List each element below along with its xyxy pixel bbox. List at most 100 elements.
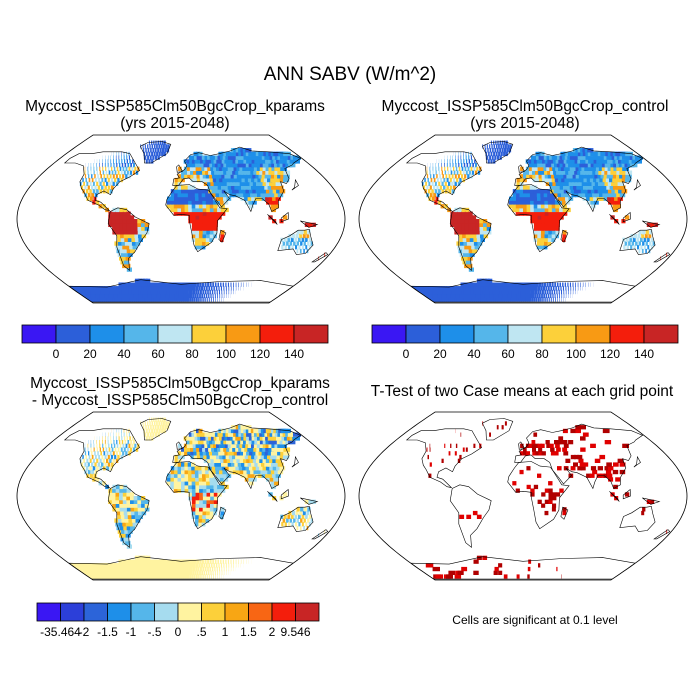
map-cell [125, 443, 128, 448]
map-cell [457, 458, 461, 463]
map-cell [564, 282, 566, 287]
map-cell [645, 248, 647, 254]
map-cell [88, 177, 91, 183]
map-cell [210, 226, 215, 231]
map-cell [226, 181, 232, 186]
map-cell [455, 443, 458, 448]
map-cell [257, 454, 264, 460]
map-cell [444, 204, 448, 209]
map-cell [181, 185, 185, 190]
map-cell [154, 566, 159, 572]
map-cell [188, 204, 193, 209]
map-cell [196, 155, 201, 160]
panel-kparams-title-line2: (yrs 2015-2048) [120, 115, 230, 132]
map-cell [504, 293, 509, 298]
map-cell [192, 166, 197, 171]
map-cell [551, 177, 557, 183]
map-cell [274, 469, 280, 475]
map-cell [102, 481, 106, 486]
map-cell [194, 282, 197, 287]
map-cell [454, 226, 459, 231]
map-cell [466, 159, 468, 164]
map-cell [145, 555, 151, 560]
map-cell [205, 241, 210, 246]
map-cell [470, 155, 472, 160]
map-cell [127, 510, 132, 516]
colorbar-tick-label: 20 [83, 347, 97, 361]
map-cell [267, 177, 273, 183]
map-cell [213, 492, 219, 497]
map-cell [641, 510, 645, 516]
map-cell [220, 181, 225, 186]
map-cell [288, 522, 291, 527]
map-cell [272, 458, 279, 463]
map-cell [218, 466, 224, 471]
map-cell [213, 211, 218, 216]
map-cell [292, 233, 296, 239]
map-cell [537, 499, 542, 504]
map-cell [108, 488, 113, 493]
map-cell [468, 219, 473, 224]
map-cell [170, 196, 175, 201]
map-cell [206, 488, 211, 493]
map-cell [167, 144, 170, 149]
map-cell [515, 211, 520, 216]
map-cell [163, 297, 168, 302]
map-cell [255, 466, 261, 471]
map-cell [446, 574, 453, 579]
map-cell [578, 458, 584, 463]
map-cell [506, 289, 511, 295]
map-cell [205, 293, 208, 298]
map-cell [232, 177, 238, 183]
map-cell [230, 559, 232, 564]
map-cell [206, 492, 211, 497]
map-cell [223, 566, 225, 572]
map-cell [122, 215, 127, 220]
map-cell [255, 174, 262, 179]
map-cell [201, 432, 206, 437]
map-cell [295, 510, 299, 516]
map-cell [543, 166, 548, 171]
map-cell [102, 163, 103, 168]
map-cell [185, 293, 188, 298]
map-cell [84, 170, 86, 175]
map-cells [68, 140, 326, 302]
map-cell [458, 230, 463, 235]
colorbar-swatch [439, 324, 475, 344]
map-cell [210, 297, 212, 302]
map-cell [158, 286, 163, 291]
map-cell [229, 159, 236, 164]
map-cell [194, 570, 197, 575]
map-cell [638, 248, 641, 254]
map-cell [263, 177, 270, 183]
map-cell [194, 466, 199, 471]
map-cell [544, 196, 549, 201]
map-cell [305, 514, 308, 519]
map-cell [523, 177, 527, 183]
map-cell [257, 185, 264, 190]
map-cell [117, 177, 120, 183]
map-cell [512, 189, 517, 194]
map-cell [523, 204, 528, 209]
map-cell [170, 481, 175, 486]
map-cell [468, 226, 474, 231]
map-cell [499, 282, 504, 287]
map-cell [533, 192, 538, 198]
map-cell [472, 230, 478, 235]
map-cell [516, 293, 520, 298]
map-cell [220, 477, 225, 482]
map-cell [438, 163, 439, 168]
map-cell [115, 181, 119, 186]
map-cell [217, 163, 223, 168]
map-cell [535, 151, 540, 157]
colorbar-swatch [107, 602, 132, 622]
map-cell [190, 447, 194, 452]
map-cell [221, 159, 227, 164]
map-cell [194, 159, 199, 164]
map-cell [557, 189, 562, 194]
map-cell [519, 451, 524, 456]
map-cell [204, 443, 209, 448]
map-cell [122, 496, 127, 501]
map-cell [548, 177, 553, 183]
map-cell [192, 570, 195, 575]
